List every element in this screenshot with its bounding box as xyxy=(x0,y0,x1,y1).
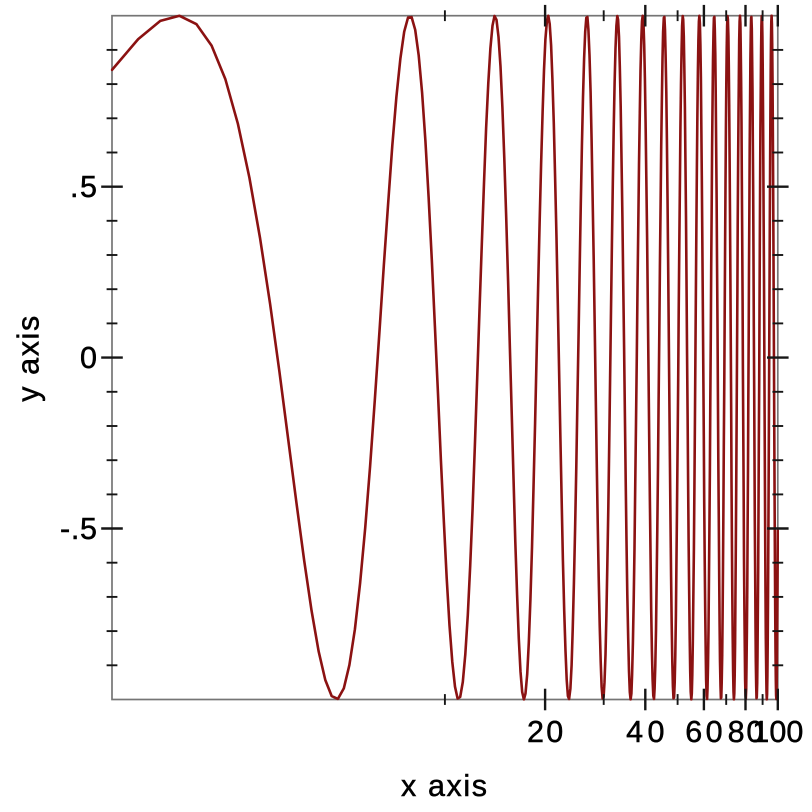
svg-text:80: 80 xyxy=(728,715,764,749)
svg-text:100: 100 xyxy=(752,715,803,749)
svg-text:0: 0 xyxy=(80,341,97,375)
svg-text:x axis: x axis xyxy=(401,769,487,803)
svg-text:-.5: -.5 xyxy=(60,512,97,546)
svg-text:.5: .5 xyxy=(70,170,97,204)
svg-text:y axis: y axis xyxy=(12,316,46,402)
